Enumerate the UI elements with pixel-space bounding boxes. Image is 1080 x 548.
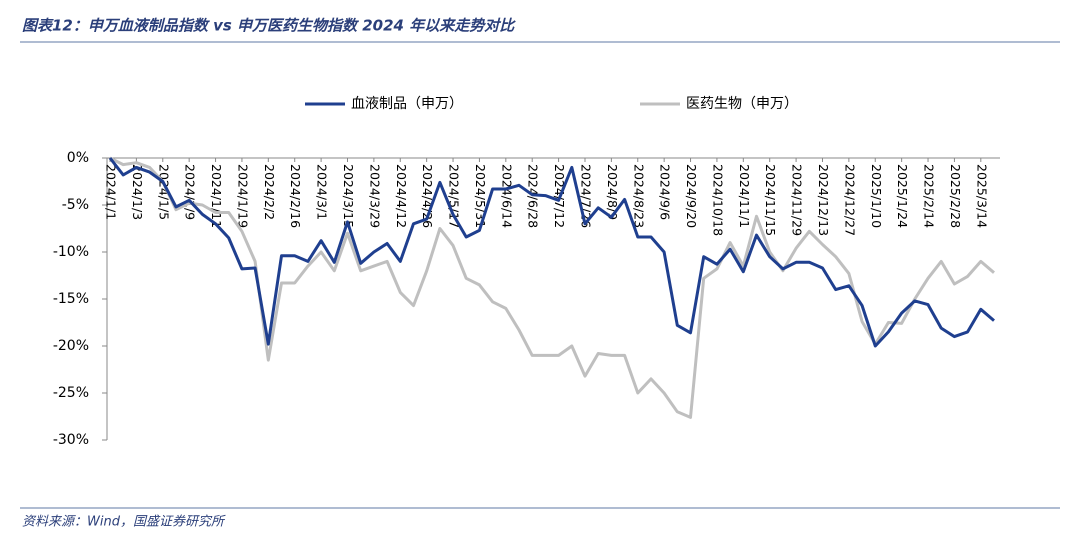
x-tick-label: 2024/1/9 — [183, 164, 198, 220]
x-tick-label: 2024/2/2 — [262, 164, 277, 220]
x-tick-label: 2024/4/26 — [420, 164, 435, 228]
x-tick-label: 2024/12/27 — [842, 164, 857, 236]
x-tick-label: 2024/9/6 — [658, 164, 673, 220]
y-tick-label: -5% — [62, 197, 89, 213]
legend-label: 医药生物（申万） — [686, 96, 798, 112]
x-tick-label: 2025/2/28 — [948, 164, 963, 228]
y-tick-label: -20% — [53, 338, 89, 354]
y-tick-label: -10% — [53, 244, 89, 260]
x-tick-label: 2024/6/14 — [499, 164, 514, 228]
legend-label: 血液制品（申万） — [351, 96, 463, 112]
x-tick-label: 2024/5/17 — [447, 164, 462, 228]
x-tick-label: 2024/5/31 — [473, 164, 488, 228]
x-tick-label: 2024/8/9 — [605, 164, 620, 220]
x-tick-label: 2024/9/20 — [684, 164, 699, 228]
x-tick-label: 2024/10/18 — [710, 164, 725, 236]
x-tick-label: 2024/1/11 — [209, 164, 224, 228]
x-tick-label: 2024/11/1 — [737, 164, 752, 228]
y-tick-label: -30% — [53, 432, 89, 448]
chart-title: 图表12：申万血液制品指数 vs 申万医药生物指数 2024 年以来走势对比 — [22, 17, 516, 35]
line-series — [108, 157, 995, 348]
x-tick-label: 2025/3/14 — [974, 164, 989, 228]
x-tick-label: 2024/11/29 — [790, 164, 805, 236]
source: 资料来源：Wind，国盛证券研究所 — [22, 514, 226, 530]
x-tick-label: 2024/12/13 — [816, 164, 831, 236]
x-tick-label: 2024/3/29 — [367, 164, 382, 228]
x-tick-label: 2024/3/1 — [315, 164, 330, 220]
x-tick-label: 2024/8/23 — [631, 164, 646, 228]
x-tick-label: 2024/1/19 — [235, 164, 250, 228]
x-tick-label: 2025/2/14 — [922, 164, 937, 228]
y-tick-label: 0% — [67, 150, 89, 166]
x-tick-label: 2024/1/1 — [104, 164, 119, 220]
x-tick-label: 2024/1/3 — [130, 164, 145, 220]
x-tick-label: 2024/2/16 — [288, 164, 303, 228]
x-tick-label: 2024/11/15 — [763, 164, 778, 236]
x-tick-label: 2025/1/24 — [895, 164, 910, 228]
y-tick-label: -15% — [53, 291, 89, 307]
x-tick-label: 2024/4/12 — [394, 164, 409, 228]
x-tick-label: 2025/1/10 — [869, 164, 884, 228]
y-tick-label: -25% — [53, 385, 89, 401]
x-tick-label: 2024/3/15 — [341, 164, 356, 228]
